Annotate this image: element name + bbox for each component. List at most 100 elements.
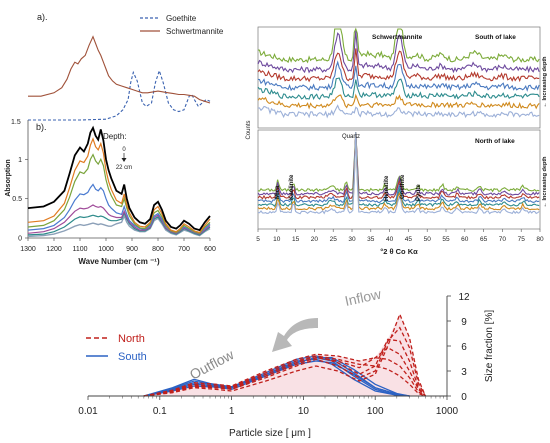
xrd-x-tick-label: 45 (405, 236, 413, 243)
ir-y-tick-label: 1 (18, 157, 22, 164)
xrd-x-tick-label: 25 (330, 236, 338, 243)
psd-x-tick-label: 100 (367, 406, 384, 417)
xrd-south-line-2 (257, 30, 540, 74)
psd-line-north-6 (143, 355, 426, 397)
ir-depth-line-5 (27, 204, 211, 235)
outflow-arrow (272, 318, 318, 352)
outflow-label: Outflow (187, 346, 237, 383)
legend-south-label: South (118, 351, 147, 363)
xrd-x-tick-label: 10 (273, 236, 281, 243)
xrd-north-lines (257, 131, 540, 215)
ir-x-ticks: 1300 1200 1100 1000 900 800 700 600 (20, 238, 216, 253)
psd-y-tick-label: 3 (461, 367, 467, 378)
psd-y-tick-label: 12 (458, 292, 470, 303)
xrd-south-lines (257, 27, 540, 119)
xrd-x-tick-label: 40 (386, 236, 394, 243)
xrd-north-depth-label: ← Increasing depth (542, 156, 548, 208)
depth-arrow-head (121, 158, 127, 162)
ir-depth-line-7 (27, 214, 211, 238)
panel-b-label: b). (36, 122, 47, 132)
ir-depth-line-2 (27, 137, 211, 234)
psd-x-tick-label: 1 (229, 406, 235, 417)
ir-x-tick-label: 1100 (72, 246, 87, 253)
depth-top-value: 0 (122, 147, 126, 153)
ir-depth-line-3 (27, 153, 211, 234)
xrd-x-ticks: 5 10 15 20 25 30 35 40 45 50 55 60 65 70 75 80 (256, 229, 544, 243)
ir-x-tick-label: 1200 (46, 246, 62, 253)
ir-y-tick-label: 0.5 (12, 196, 22, 203)
ir-depth-lines (27, 125, 211, 238)
xrd-quartz-label: Quartz (342, 134, 360, 140)
xrd-north-line-7 (258, 131, 540, 215)
ir-y-ticks: 00.51 (12, 157, 28, 243)
xrd-x-tick-label: 70 (499, 236, 507, 243)
xrd-south-line-5 (257, 77, 540, 101)
xrd-south-line-7 (257, 104, 540, 119)
ir-ref-line-goethite (28, 68, 211, 121)
xrd-north-label: North of lake (475, 138, 515, 145)
xrd-x-tick-label: 80 (536, 236, 544, 243)
ir-ref-line-schwertmannite (28, 35, 211, 104)
xrd-x-tick-label: 65 (480, 236, 488, 243)
psd-line-north-5 (143, 353, 426, 397)
xrd-x-tick-label: 5 (256, 236, 260, 243)
xrd-schwertmannite-label: Schwertmannite (372, 34, 423, 41)
ir-panel: a). Goethite Schwertmannite 1.5 b). 00.5… (5, 12, 224, 266)
xrd-north-line-5 (257, 131, 540, 208)
xrd-pyrite-label: Pyrite (416, 184, 422, 201)
psd-x-tick-label: 1000 (436, 406, 459, 417)
psd-line-north-1 (143, 312, 426, 397)
psd-x-ticks: 0.01 0.1 1 10 100 1000 (78, 396, 459, 417)
ir-y-tick-label: 0 (18, 236, 22, 243)
psd-x-tick-label: 0.01 (78, 406, 98, 417)
ir-x-tick-label: 1000 (98, 246, 114, 253)
psd-x-label: Particle size [ μm ] (229, 428, 311, 439)
xrd-south-depth-label: ← Increasing depth (542, 56, 548, 108)
xrd-mica-label: Mica (275, 185, 281, 199)
legend-schwertmannite-label: Schwertmannite (166, 27, 224, 36)
psd-y-label: Size fraction [%] (484, 310, 495, 382)
legend-north-label: North (118, 333, 145, 345)
xrd-hematite-label: Hematite (384, 175, 390, 201)
xrd-x-tick-label: 60 (461, 236, 469, 243)
xrd-north-line-1 (257, 131, 540, 193)
ir-x-tick-label: 600 (204, 246, 216, 253)
ir-x-tick-label: 900 (126, 246, 138, 253)
ir-x-tick-label: 1300 (20, 246, 36, 253)
xrd-x-tick-label: 55 (442, 236, 450, 243)
xrd-north-line-2 (257, 131, 540, 196)
xrd-x-tick-label: 35 (367, 236, 375, 243)
xrd-kaolinite-label: Kaolinite (289, 174, 295, 200)
ir-reference-lines (28, 35, 211, 121)
psd-x-tick-label: 10 (298, 406, 310, 417)
xrd-x-tick-label: 30 (348, 236, 356, 243)
inflow-label: Inflow (343, 285, 383, 308)
xrd-south-line-3 (257, 48, 540, 83)
xrd-south-frame (257, 26, 541, 129)
xrd-counts-label: Counts (246, 120, 252, 139)
xrd-north-line-4 (257, 131, 540, 204)
psd-lines (143, 312, 426, 397)
ir-depth-line-1 (27, 125, 211, 232)
xrd-x-tick-label: 75 (518, 236, 526, 243)
psd-line-north-4 (143, 346, 426, 397)
panel-a-label: a). (37, 12, 48, 22)
xrd-panel: Counts Schwertmannite South of lake ← In… (246, 26, 548, 256)
xrd-x-label: °2 θ Co Kα (380, 247, 418, 256)
ir-x-tick-label: 800 (152, 246, 164, 253)
xrd-north-frame (257, 129, 541, 230)
psd-y-tick-label: 6 (461, 342, 467, 353)
ir-x-tick-label: 700 (178, 246, 190, 253)
xrd-south-line-6 (257, 93, 540, 110)
psd-y-tick-label: 0 (461, 392, 467, 403)
psd-y-ticks: 0 3 6 9 12 (447, 292, 470, 403)
psd-y-tick-label: 9 (461, 317, 467, 328)
ir-y-label: Absorption (5, 159, 12, 196)
psd-x-tick-label: 0.1 (153, 406, 167, 417)
xrd-north-line-3 (257, 131, 540, 200)
xrd-south-line-4 (257, 60, 540, 92)
depth-title: Depth: (103, 132, 127, 141)
xrd-x-tick-label: 20 (311, 236, 319, 243)
legend-goethite-label: Goethite (166, 14, 197, 23)
